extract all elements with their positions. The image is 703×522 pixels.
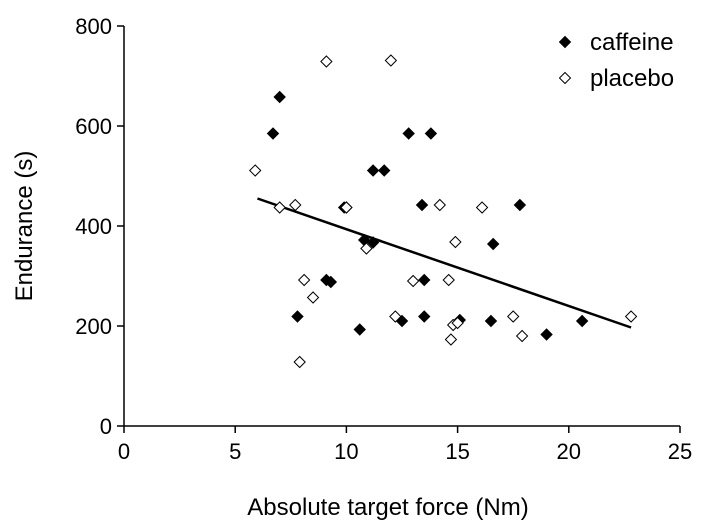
placebo-point bbox=[320, 55, 333, 68]
data-points bbox=[249, 54, 638, 369]
placebo-point bbox=[442, 273, 455, 287]
y-tick-label: 200 bbox=[75, 314, 112, 339]
x-tick-label: 15 bbox=[445, 439, 469, 464]
y-axis-label: Endurance (s) bbox=[11, 151, 38, 302]
placebo-point bbox=[515, 329, 529, 343]
placebo-point bbox=[451, 316, 464, 330]
placebo-point bbox=[506, 310, 520, 323]
caffeine-point bbox=[291, 310, 304, 323]
placebo-point bbox=[306, 291, 320, 304]
caffeine-point bbox=[366, 236, 380, 249]
tick-labels: 0 5 10 15 20 25 0 200 400 600 800 bbox=[75, 14, 692, 464]
legend: caffeine placebo bbox=[558, 29, 674, 92]
caffeine-point bbox=[378, 164, 391, 177]
caffeine-point bbox=[418, 273, 431, 287]
tick-marks bbox=[117, 25, 681, 433]
x-tick-label: 25 bbox=[668, 439, 692, 464]
placebo-point bbox=[273, 201, 286, 214]
x-axis-label: Absolute target force (Nm) bbox=[247, 494, 528, 521]
caffeine-point bbox=[424, 127, 438, 140]
x-tick-label: 5 bbox=[229, 439, 241, 464]
placebo-point bbox=[475, 201, 489, 214]
y-tick-label: 0 bbox=[100, 414, 112, 439]
caffeine-point bbox=[353, 323, 366, 336]
y-tick-label: 800 bbox=[75, 14, 112, 39]
legend-placebo-marker bbox=[558, 71, 572, 85]
placebo-point bbox=[444, 333, 458, 346]
caffeine-point bbox=[484, 314, 498, 328]
placebo-point bbox=[249, 164, 262, 177]
caffeine-point bbox=[575, 314, 589, 328]
legend-label: placebo bbox=[590, 65, 674, 92]
placebo-point bbox=[384, 54, 398, 67]
legend-caffeine-marker bbox=[558, 35, 572, 49]
placebo-point bbox=[406, 274, 420, 288]
caffeine-point bbox=[324, 275, 338, 289]
placebo-point bbox=[624, 310, 638, 323]
placebo-point bbox=[389, 310, 402, 323]
caffeine-point bbox=[513, 198, 527, 212]
caffeine-point bbox=[402, 127, 415, 140]
caffeine-point bbox=[540, 328, 553, 341]
caffeine-point bbox=[486, 237, 500, 251]
legend-label: caffeine bbox=[590, 29, 674, 56]
placebo-point bbox=[340, 201, 353, 214]
y-tick-label: 600 bbox=[75, 114, 112, 139]
x-tick-label: 20 bbox=[557, 439, 581, 464]
y-tick-label: 400 bbox=[75, 214, 112, 239]
x-tick-label: 10 bbox=[334, 439, 358, 464]
placebo-point bbox=[433, 198, 447, 212]
caffeine-point bbox=[415, 198, 429, 212]
placebo-point bbox=[289, 198, 302, 212]
placebo-point bbox=[360, 242, 373, 255]
placebo-point bbox=[297, 273, 311, 287]
caffeine-point bbox=[418, 310, 431, 323]
placebo-point bbox=[293, 355, 306, 369]
caffeine-point bbox=[366, 164, 380, 177]
placebo-point bbox=[449, 235, 462, 249]
caffeine-point bbox=[266, 127, 280, 140]
trendline-group bbox=[257, 197, 632, 329]
caffeine-point bbox=[273, 90, 286, 104]
trendline bbox=[257, 197, 632, 329]
x-tick-label: 0 bbox=[118, 439, 130, 464]
